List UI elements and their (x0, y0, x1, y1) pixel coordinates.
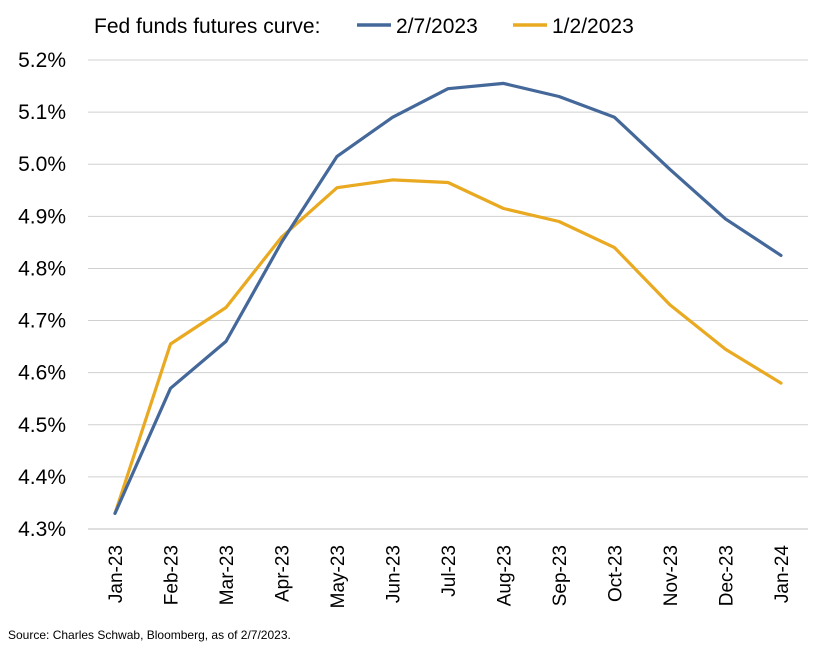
x-tick-label: Dec-23 (717, 545, 738, 606)
series-lines (113, 81, 783, 516)
y-tick-label: 5.2% (18, 49, 66, 72)
series-line-0 (113, 81, 783, 516)
x-tick-label: Sep-23 (550, 545, 571, 606)
grid-lines (88, 59, 808, 530)
y-tick-label: 4.5% (18, 414, 66, 437)
legend-label-0: 2/7/2023 (396, 15, 478, 38)
legend: Fed funds futures curve: 2/7/2023 1/2/202… (94, 15, 634, 38)
x-tick-label: Jun-23 (384, 545, 405, 603)
y-tick-label: 4.9% (18, 205, 66, 228)
x-tick-label: Jan-23 (106, 545, 127, 603)
y-tick-label: 4.4% (18, 466, 66, 489)
legend-title: Fed funds futures curve: (94, 15, 320, 38)
y-axis-ticks: 4.3% 4.4% 4.5% 4.6% 4.7% 4.8% 4.9% 5.0% 5.1% 5.2% (18, 49, 66, 541)
x-tick-label: Aug-23 (495, 545, 516, 606)
y-tick-label: 5.0% (18, 153, 66, 176)
x-tick-label: Oct-23 (606, 545, 627, 602)
x-tick-label: Jan-24 (772, 545, 793, 604)
series-line-1 (113, 178, 783, 516)
y-tick-label: 4.8% (18, 257, 66, 280)
x-tick-label: May-23 (328, 545, 349, 608)
x-tick-label: Jul-23 (439, 545, 460, 597)
x-tick-label: Feb-23 (162, 545, 183, 605)
x-tick-label: Mar-23 (217, 545, 238, 605)
y-tick-label: 4.6% (18, 362, 66, 385)
legend-label-1: 1/2/2023 (552, 15, 634, 38)
y-tick-label: 5.1% (18, 101, 66, 124)
y-tick-label: 4.7% (18, 310, 66, 333)
x-tick-label: Apr-23 (273, 545, 294, 602)
y-tick-label: 4.3% (18, 518, 66, 541)
x-axis-ticks: Jan-23 Feb-23 Mar-23 Apr-23 May-23 Jun-23 Jul-… (106, 545, 793, 609)
source-note: Source: Charles Schwab, Bloomberg, as of… (8, 628, 291, 642)
x-tick-label: Nov-23 (661, 545, 682, 606)
